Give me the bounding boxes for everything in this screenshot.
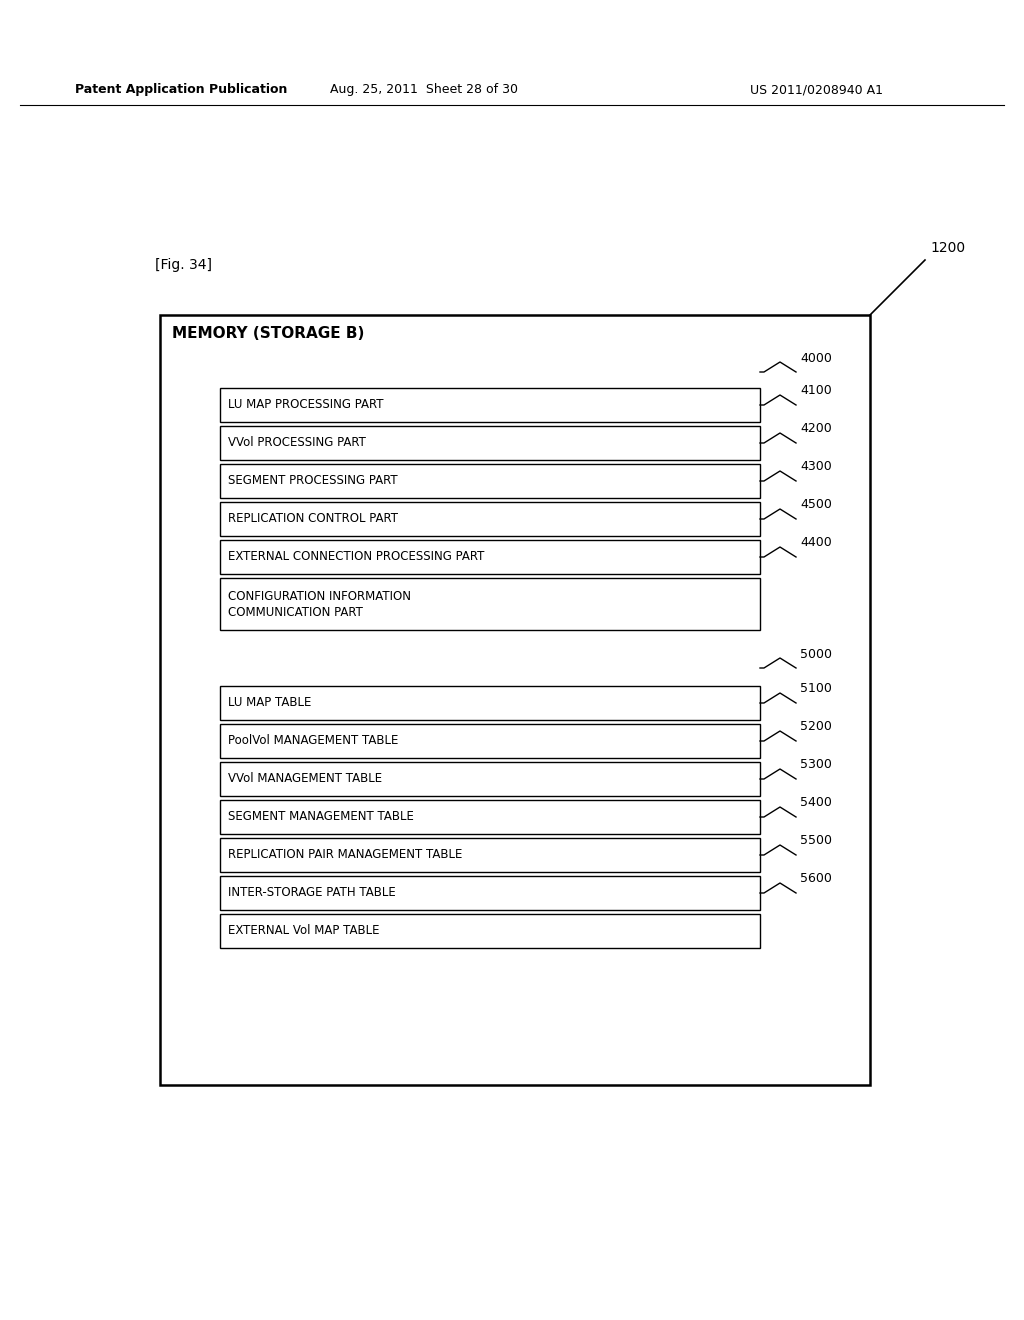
- Text: 4300: 4300: [800, 461, 831, 474]
- Text: MEMORY (STORAGE B): MEMORY (STORAGE B): [172, 326, 365, 341]
- Bar: [220, 426, 760, 459]
- Bar: [220, 723, 760, 758]
- Text: 4200: 4200: [800, 422, 831, 436]
- Text: VVol MANAGEMENT TABLE: VVol MANAGEMENT TABLE: [228, 772, 382, 785]
- Text: EXTERNAL Vol MAP TABLE: EXTERNAL Vol MAP TABLE: [228, 924, 380, 937]
- Bar: [220, 838, 760, 873]
- Text: 4500: 4500: [800, 499, 831, 511]
- Text: [Fig. 34]: [Fig. 34]: [155, 257, 212, 272]
- Text: VVol PROCESSING PART: VVol PROCESSING PART: [228, 437, 366, 450]
- Text: SEGMENT MANAGEMENT TABLE: SEGMENT MANAGEMENT TABLE: [228, 810, 414, 824]
- Text: 5100: 5100: [800, 682, 831, 696]
- Bar: [220, 502, 760, 536]
- Text: INTER-STORAGE PATH TABLE: INTER-STORAGE PATH TABLE: [228, 887, 395, 899]
- Text: US 2011/0208940 A1: US 2011/0208940 A1: [750, 83, 883, 96]
- Text: 5400: 5400: [800, 796, 831, 809]
- Text: LU MAP PROCESSING PART: LU MAP PROCESSING PART: [228, 399, 384, 412]
- Text: Aug. 25, 2011  Sheet 28 of 30: Aug. 25, 2011 Sheet 28 of 30: [330, 83, 518, 96]
- Text: 4100: 4100: [800, 384, 831, 397]
- Bar: [220, 876, 760, 909]
- Text: 5300: 5300: [800, 759, 831, 771]
- Text: REPLICATION PAIR MANAGEMENT TABLE: REPLICATION PAIR MANAGEMENT TABLE: [228, 849, 463, 862]
- Bar: [220, 388, 760, 422]
- Text: LU MAP TABLE: LU MAP TABLE: [228, 697, 311, 710]
- Text: 5600: 5600: [800, 873, 831, 886]
- Bar: [220, 800, 760, 834]
- Bar: [220, 578, 760, 630]
- Bar: [220, 913, 760, 948]
- Text: PoolVol MANAGEMENT TABLE: PoolVol MANAGEMENT TABLE: [228, 734, 398, 747]
- Bar: [160, 315, 870, 1085]
- Text: 5000: 5000: [800, 648, 831, 660]
- Text: 1200: 1200: [930, 242, 966, 255]
- Text: 5200: 5200: [800, 721, 831, 734]
- Text: SEGMENT PROCESSING PART: SEGMENT PROCESSING PART: [228, 474, 397, 487]
- Text: CONFIGURATION INFORMATION
COMMUNICATION PART: CONFIGURATION INFORMATION COMMUNICATION …: [228, 590, 411, 619]
- Text: 4000: 4000: [800, 351, 831, 364]
- Text: 5500: 5500: [800, 834, 831, 847]
- Text: Patent Application Publication: Patent Application Publication: [75, 83, 288, 96]
- Text: 4400: 4400: [800, 536, 831, 549]
- Bar: [220, 686, 760, 719]
- Bar: [220, 540, 760, 574]
- Text: REPLICATION CONTROL PART: REPLICATION CONTROL PART: [228, 512, 398, 525]
- Bar: [220, 465, 760, 498]
- Bar: [220, 762, 760, 796]
- Text: EXTERNAL CONNECTION PROCESSING PART: EXTERNAL CONNECTION PROCESSING PART: [228, 550, 484, 564]
